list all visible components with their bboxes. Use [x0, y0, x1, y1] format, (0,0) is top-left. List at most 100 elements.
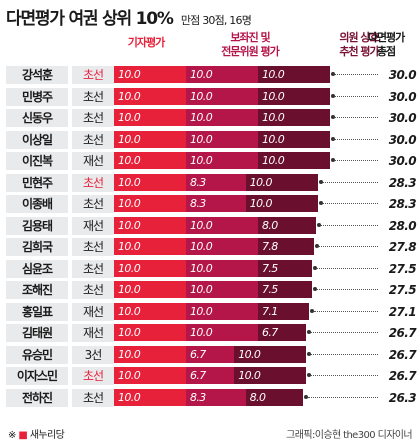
bar-peer: 10.0: [245, 173, 318, 191]
leader-line: [335, 117, 378, 118]
bar-end-dot: [310, 308, 315, 313]
leader-line: [308, 396, 378, 398]
total-score: 28.3: [388, 197, 417, 211]
bar-peer: 10.0: [258, 109, 330, 126]
bar-value-label: 7.1: [262, 304, 278, 318]
bar-value-label: 7.5: [262, 261, 278, 275]
bar-self: 10.0: [114, 130, 186, 148]
bar-end-dot: [331, 93, 335, 98]
bar-end-dot: [318, 179, 323, 184]
term-label: 초선: [72, 130, 114, 149]
leader-line: [311, 375, 378, 376]
bar-end-dot: [304, 394, 309, 399]
bar-peer: 7.5: [258, 281, 312, 298]
bar-value-label: 10.0: [118, 68, 141, 81]
leader-line: [335, 138, 378, 140]
legislator-name: 홍일표: [6, 302, 68, 321]
bar-self: 10.0: [114, 195, 186, 212]
table-row: 심윤조 초선 10.0 10.0 7.5 27.5: [0, 258, 420, 278]
bar-peer: 8.0: [245, 388, 304, 406]
bar-end-dot: [307, 330, 312, 334]
bar-value-label: 10.0: [118, 175, 141, 189]
bar-value-label: 10.0: [118, 326, 141, 339]
table-row: 이자스민 초선 10.0 6.7 10.0 26.7: [0, 365, 420, 385]
bar-end-dot: [307, 373, 312, 377]
leader-line: [311, 353, 378, 355]
bar-self: 10.0: [114, 152, 186, 169]
table-row: 강석훈 초선 10.0 10.0 10.0 30.0: [0, 64, 420, 84]
term-label: 재선: [72, 324, 114, 342]
bar-value-label: 7.5: [262, 283, 278, 296]
total-score: 27.8: [388, 240, 417, 254]
column-header-self: 기자평가: [127, 36, 165, 49]
bar-value-label: 8.3: [190, 175, 206, 189]
table-row: 전하진 초선 10.0 8.3 8.0 26.3: [0, 387, 420, 407]
legislator-name: 이자스민: [6, 367, 68, 385]
bar-value-label: 10.0: [118, 240, 141, 253]
bar-value-label: 10.0: [118, 111, 141, 124]
table-row: 이종배 초선 10.0 8.3 10.0 28.3: [0, 193, 420, 213]
legislator-name: 김용태: [6, 216, 68, 235]
bar-value-label: 8.0: [249, 390, 266, 404]
bar-expert: 10.0: [186, 130, 258, 148]
bar-peer: 7.1: [258, 302, 310, 320]
bar-value-label: 10.0: [238, 369, 261, 382]
total-score: 30.0: [388, 68, 417, 82]
term-label: 초선: [72, 259, 114, 278]
bar-peer: 10.0: [258, 66, 330, 83]
bar-value-label: 10.0: [249, 175, 273, 189]
bar-value-label: 10.0: [118, 304, 141, 318]
bar-self: 10.0: [114, 367, 186, 384]
bar-value-label: 6.7: [262, 326, 278, 339]
bar-value-label: 10.0: [249, 197, 273, 210]
term-label: 초선: [72, 367, 114, 385]
bar-value-label: 10.0: [190, 218, 213, 232]
leader-line: [335, 160, 378, 161]
bar-value-label: 6.7: [190, 369, 206, 382]
leader-line: [335, 95, 378, 97]
table-row: 홍일표 재선 10.0 10.0 7.1 27.1: [0, 301, 420, 321]
leader-line: [314, 310, 378, 312]
bar-peer: 10.0: [234, 367, 307, 384]
legislator-name: 전하진: [6, 388, 68, 407]
bar-end-dot: [316, 222, 321, 227]
leader-line: [320, 224, 378, 226]
bar-end-dot: [313, 287, 317, 291]
bar-expert: 10.0: [186, 152, 258, 169]
total-score: 27.5: [388, 261, 417, 276]
bar-self: 10.0: [114, 324, 186, 341]
footnote-mark: ※: [8, 430, 16, 441]
legislator-name: 신동우: [6, 109, 68, 127]
bar-end-dot: [307, 351, 312, 356]
bar-value-label: 10.0: [118, 132, 141, 146]
ruling-party-swatch: ■: [18, 430, 28, 441]
legislator-name: 김희국: [6, 238, 68, 256]
term-label: 초선: [72, 388, 114, 407]
bar-expert: 10.0: [186, 87, 258, 105]
bar-end-dot: [313, 265, 317, 270]
legislator-name: 유승민: [6, 345, 68, 364]
bar-value-label: 10.0: [118, 347, 141, 361]
bar-value-label: 10.0: [262, 89, 285, 103]
bar-value-label: 10.0: [190, 132, 213, 146]
bar-value-label: 10.0: [190, 283, 213, 296]
bar-value-label: 10.0: [118, 218, 141, 232]
term-label: 재선: [72, 302, 114, 321]
bar-peer: 7.8: [258, 238, 315, 255]
bar-value-label: 10.0: [262, 154, 285, 167]
table-row: 이상일 초선 10.0 10.0 10.0 30.0: [0, 129, 420, 149]
bar-self: 10.0: [114, 302, 186, 320]
bar-value-label: 10.0: [118, 89, 141, 103]
bar-expert: 10.0: [186, 238, 258, 255]
bar-value-label: 8.3: [190, 197, 206, 210]
bar-value-label: 10.0: [190, 240, 213, 253]
leader-line: [322, 181, 378, 183]
term-label: 초선: [72, 195, 114, 213]
legislator-name: 김태원: [6, 324, 68, 342]
bar-value-label: 10.0: [262, 132, 285, 146]
bar-self: 10.0: [114, 216, 186, 234]
legislator-name: 이상일: [6, 130, 68, 149]
column-header-total: 다면평가 총점: [367, 31, 405, 58]
bar-self: 10.0: [114, 173, 186, 191]
bar-peer: 8.0: [258, 216, 316, 234]
